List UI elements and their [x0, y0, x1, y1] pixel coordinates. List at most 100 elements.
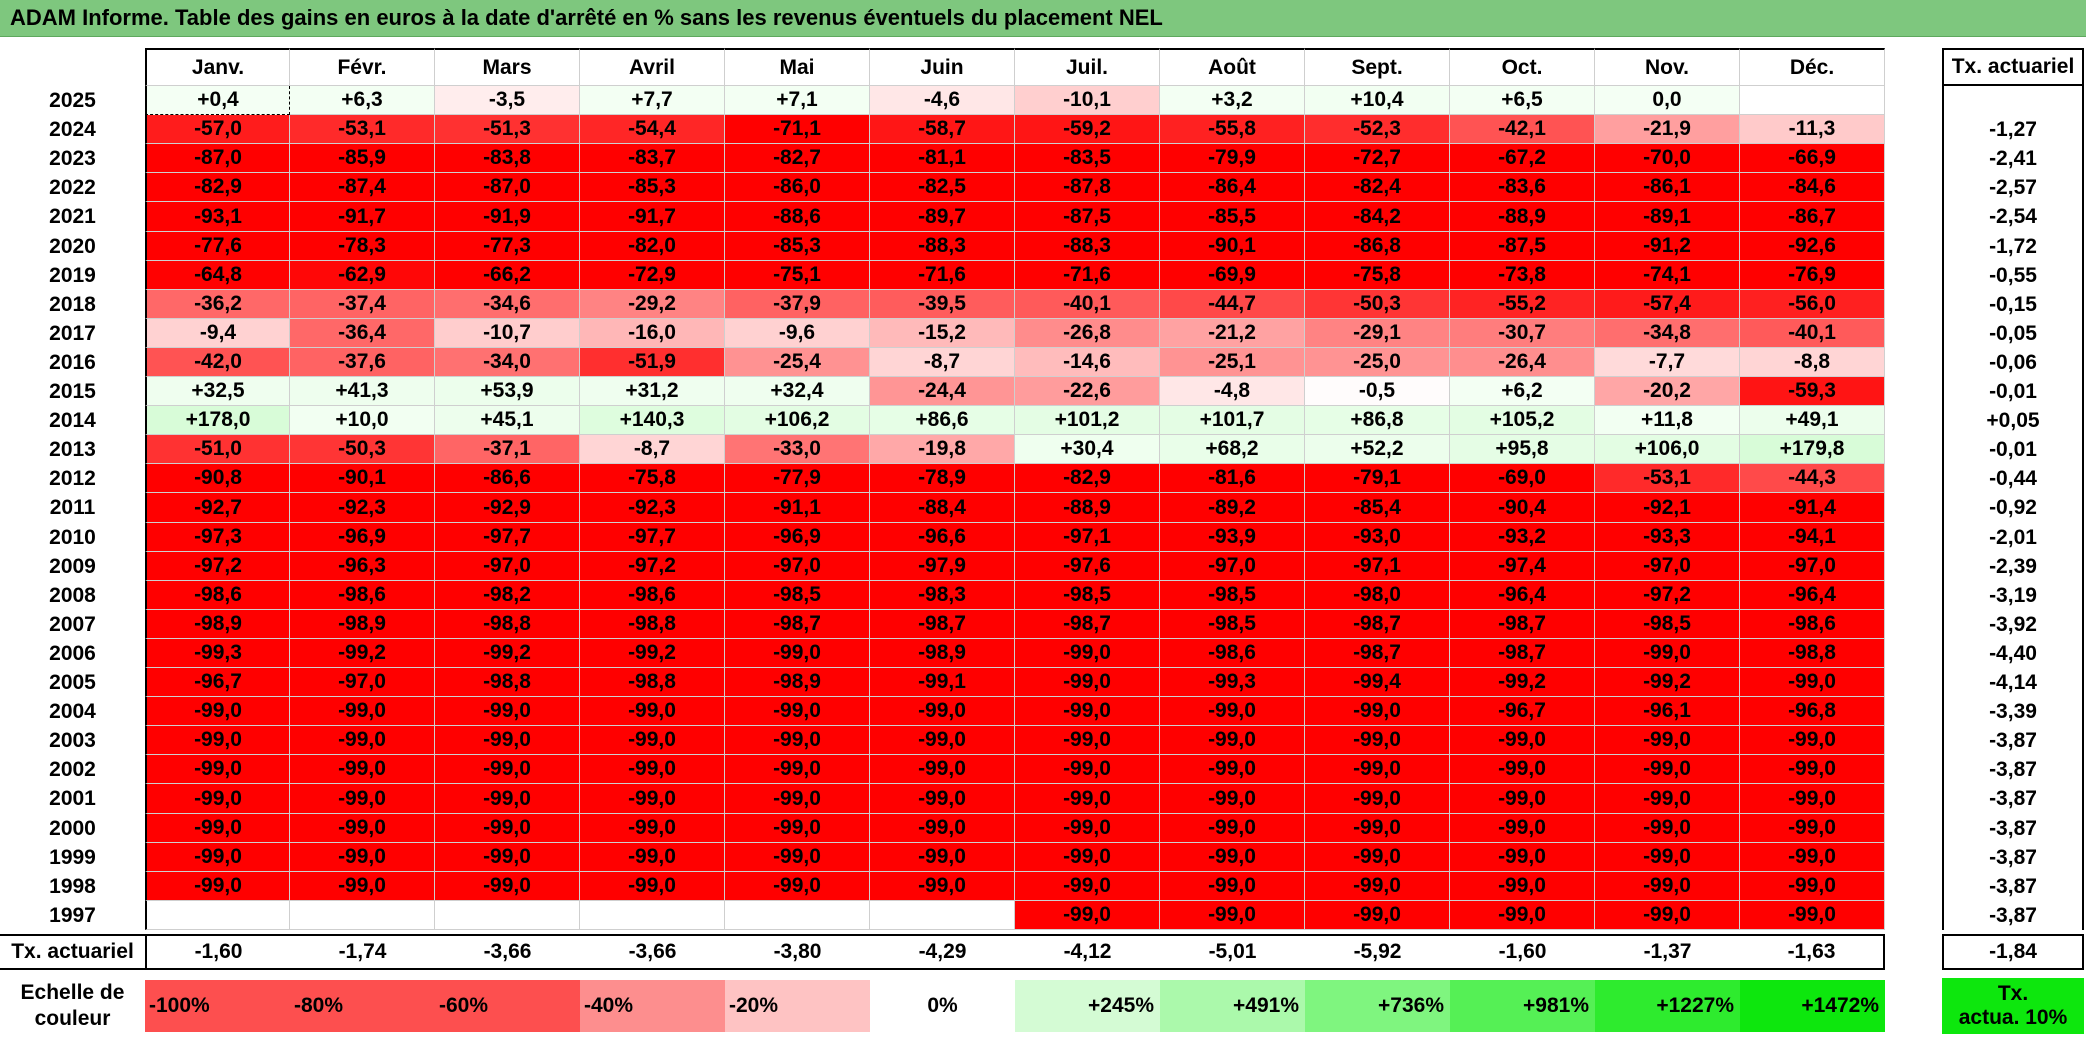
table-cell: -25,0	[1305, 348, 1450, 377]
table-cell: -89,7	[870, 202, 1015, 232]
table-cell: -29,1	[1305, 319, 1450, 348]
table-cell: +68,2	[1160, 435, 1305, 464]
table-cell: -83,8	[435, 144, 580, 173]
rate-cell: -2,41	[1942, 144, 2084, 173]
rate-cell: -0,05	[1942, 319, 2084, 348]
table-cell: -99,0	[145, 784, 290, 814]
table-cell	[290, 901, 435, 930]
table-cell: -99,0	[1305, 755, 1450, 784]
year-label: 2006	[49, 641, 96, 665]
table-cell: -78,9	[870, 464, 1015, 493]
table-cell: -99,0	[1595, 843, 1740, 872]
table-cell: -99,0	[1595, 814, 1740, 843]
table-cell: -99,0	[1305, 814, 1450, 843]
year-label: 2014	[49, 408, 96, 432]
table-cell: -82,9	[145, 173, 290, 202]
table-cell: -9,4	[145, 319, 290, 348]
table-cell: -99,0	[435, 872, 580, 901]
footer-cell: -1,37	[1595, 934, 1740, 970]
table-cell: -98,5	[1160, 610, 1305, 639]
table-cell: -73,8	[1450, 261, 1595, 290]
table-cell: -96,4	[1740, 581, 1885, 610]
table-cell: -99,2	[435, 639, 580, 668]
table-cell: -99,0	[870, 726, 1015, 755]
table-cell: +140,3	[580, 406, 725, 435]
table-cell: -72,9	[580, 261, 725, 290]
table-cell: -37,1	[435, 435, 580, 464]
table-cell: -72,7	[1305, 144, 1450, 173]
table-cell: -93,9	[1160, 523, 1305, 552]
footer-cell: -5,92	[1305, 934, 1450, 970]
month-header: Avril	[580, 48, 725, 86]
table-cell: -98,5	[1015, 581, 1160, 610]
table-cell: -99,0	[1305, 901, 1450, 930]
table-cell: -92,1	[1595, 493, 1740, 523]
table-cell: +178,0	[145, 406, 290, 435]
table-cell: -88,3	[870, 232, 1015, 261]
table-cell	[725, 901, 870, 930]
table-cell: -99,0	[435, 843, 580, 872]
table-cell: -66,2	[435, 261, 580, 290]
table-cell: -98,2	[435, 581, 580, 610]
table-cell: -96,3	[290, 552, 435, 581]
table-cell: -99,0	[1450, 784, 1595, 814]
footer-cell: -3,80	[725, 934, 870, 970]
table-cell: -83,5	[1015, 144, 1160, 173]
table-cell: -99,0	[435, 697, 580, 726]
year-label: 1997	[49, 903, 96, 927]
table-cell: +11,8	[1595, 406, 1740, 435]
table-cell: +179,8	[1740, 435, 1885, 464]
table-cell: -51,9	[580, 348, 725, 377]
table-cell: -92,9	[435, 493, 580, 523]
rate-cell: -3,87	[1942, 814, 2084, 843]
footer-cell: -4,29	[870, 934, 1015, 970]
scale-swatch: +736%	[1305, 980, 1450, 1032]
table-cell: -98,5	[725, 581, 870, 610]
table-cell: -99,0	[1595, 639, 1740, 668]
table-cell: -82,9	[1015, 464, 1160, 493]
table-cell: -97,3	[145, 523, 290, 552]
table-cell: -87,5	[1450, 232, 1595, 261]
table-cell: -3,5	[435, 86, 580, 115]
table-cell: +6,3	[290, 86, 435, 115]
year-label: 2009	[49, 554, 96, 578]
table-cell: -97,0	[290, 668, 435, 697]
table-cell: -40,1	[1740, 319, 1885, 348]
month-header: Mars	[435, 48, 580, 86]
month-header: Juil.	[1015, 48, 1160, 86]
table-cell: -42,0	[145, 348, 290, 377]
table-cell: -99,0	[1160, 697, 1305, 726]
table-cell: -99,0	[290, 755, 435, 784]
table-cell: -36,2	[145, 290, 290, 319]
table-cell: -99,0	[145, 814, 290, 843]
table-cell	[145, 901, 290, 930]
table-cell: -21,9	[1595, 115, 1740, 144]
rate-cell: -3,92	[1942, 610, 2084, 639]
table-cell: -96,9	[725, 523, 870, 552]
table-cell: -69,0	[1450, 464, 1595, 493]
table-cell: -99,3	[1160, 668, 1305, 697]
table-cell: -86,0	[725, 173, 870, 202]
table-cell: -99,0	[1305, 726, 1450, 755]
table-cell: -66,9	[1740, 144, 1885, 173]
scale-swatch: -100%	[145, 980, 290, 1032]
table-cell: -55,2	[1450, 290, 1595, 319]
footer-cell: -1,60	[145, 934, 290, 970]
table-cell: -92,6	[1740, 232, 1885, 261]
table-cell: -99,0	[1450, 814, 1595, 843]
rate-cell: -1,27	[1942, 115, 2084, 144]
table-cell: -99,0	[1305, 872, 1450, 901]
table-cell: +6,2	[1450, 377, 1595, 406]
table-cell: -71,6	[870, 261, 1015, 290]
scale-swatch: +981%	[1450, 980, 1595, 1032]
table-cell: -14,6	[1015, 348, 1160, 377]
table-cell	[580, 901, 725, 930]
table-cell: -82,5	[870, 173, 1015, 202]
table-cell: -97,7	[580, 523, 725, 552]
table-cell: -97,2	[1595, 581, 1740, 610]
table-cell: -99,0	[1160, 726, 1305, 755]
table-cell: -99,2	[1450, 668, 1595, 697]
table-cell: -34,0	[435, 348, 580, 377]
table-cell: -77,6	[145, 232, 290, 261]
table-cell: -98,9	[145, 610, 290, 639]
